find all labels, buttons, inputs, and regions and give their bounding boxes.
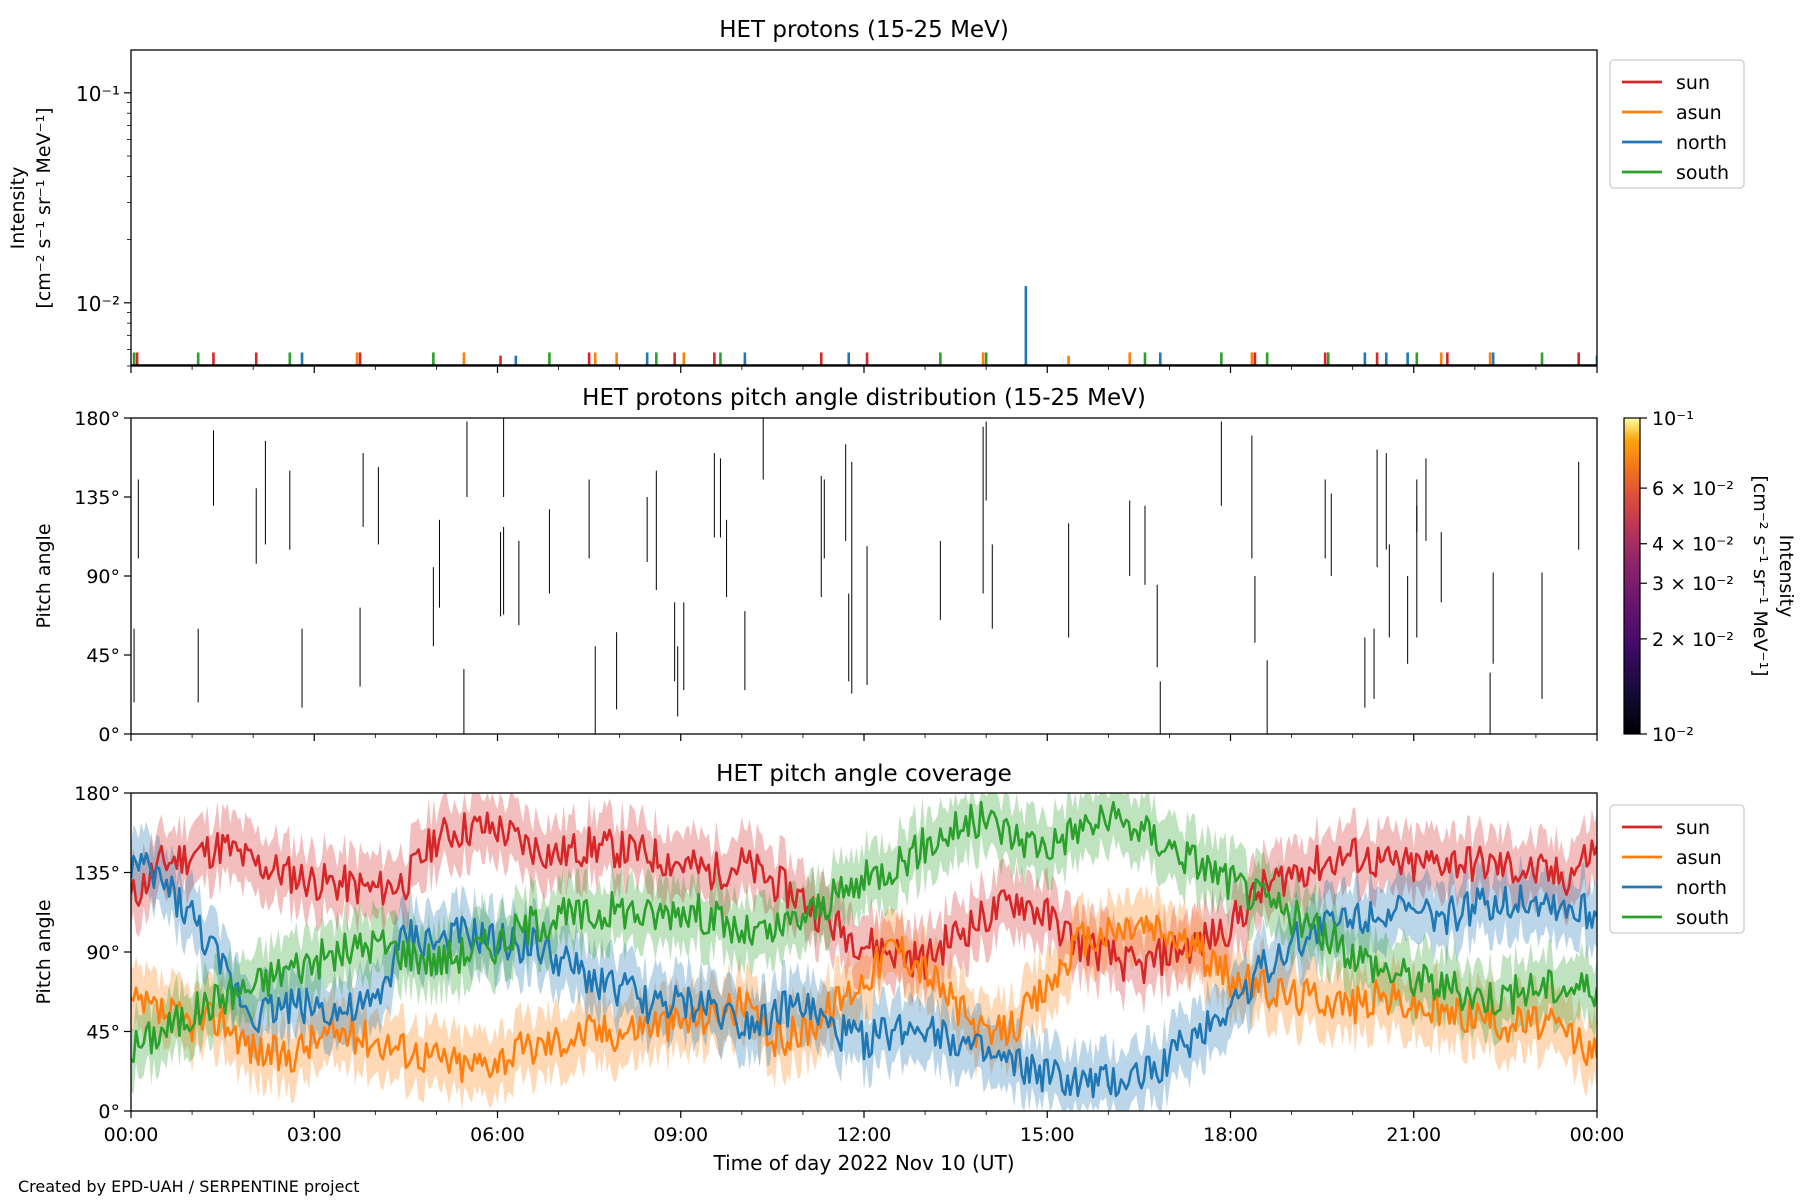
legend-label-sun: sun: [1676, 817, 1710, 839]
panel1-ylabel-line2: [cm⁻² s⁻¹ sr⁻¹ MeV⁻¹]: [33, 107, 55, 308]
panel1-yaxis: 10⁻¹ 10⁻²: [76, 82, 131, 367]
legend-label-north: north: [1676, 132, 1727, 154]
legend-box: [1609, 59, 1745, 189]
panel3-ylabel: Pitch angle: [33, 899, 55, 1004]
panel2-ylabel: Pitch angle: [33, 523, 55, 628]
colorbar-tick-label: 4 × 10⁻²: [1652, 534, 1734, 556]
colorbar-tick-label: 10⁻¹: [1652, 408, 1694, 430]
panel1-data: [131, 286, 1597, 366]
y-tick-label: 180°: [74, 783, 120, 805]
coverage-band-asun: [131, 884, 1597, 1111]
y-tick-label: 0°: [98, 1101, 120, 1123]
x-tick-label: 15:00: [1020, 1124, 1075, 1146]
x-tick-label: 18:00: [1203, 1124, 1258, 1146]
y-tick-label: 180°: [74, 408, 120, 430]
panel2-title: HET protons pitch angle distribution (15…: [582, 385, 1146, 411]
panel1-title: HET protons (15-25 MeV): [719, 17, 1009, 43]
colorbar-ticks: 10⁻² 2 × 10⁻² 3 × 10⁻² 4 × 10⁻² 6 × 10⁻² 10⁻¹: [1640, 408, 1734, 746]
panel2-yaxis: 0° 45° 90° 135° 180°: [74, 408, 131, 746]
y-tick-label: 135°: [74, 487, 120, 509]
panel-pitch-distribution: HET protons pitch angle distribution (15…: [33, 385, 1797, 746]
coverage-line-asun: [131, 914, 1597, 1083]
colorbar-label-line2: [cm⁻² s⁻¹ sr⁻¹ MeV⁻¹]: [1749, 475, 1771, 676]
colorbar: 10⁻² 2 × 10⁻² 3 × 10⁻² 4 × 10⁻² 6 × 10⁻² 10⁻¹…: [1623, 408, 1797, 746]
panel3-data: [131, 793, 1597, 1111]
legend-label-asun: asun: [1676, 847, 1722, 869]
coverage-line-north: [131, 851, 1597, 1099]
x-tick-label: 09:00: [653, 1124, 708, 1146]
y-tick-label: 90°: [86, 566, 120, 588]
panel2-background: [131, 418, 1597, 734]
x-tick-label: 00:00: [1570, 1124, 1625, 1146]
y-tick-label: 90°: [86, 942, 120, 964]
x-tick-label: 06:00: [470, 1124, 525, 1146]
coverage-line-south: [131, 800, 1597, 1064]
panel1-ylabel-line1: Intensity: [7, 167, 29, 250]
coverage-band-sun: [131, 793, 1597, 1015]
x-axis-label: Time of day 2022 Nov 10 (UT): [713, 1151, 1015, 1175]
x-tick-label: 00:00: [104, 1124, 159, 1146]
colorbar-tick-label: 3 × 10⁻²: [1652, 573, 1734, 595]
panel-pitch-coverage: HET pitch angle coverage 0° 45° 90° 135° 180…: [33, 761, 1745, 1175]
panel2-xaxis: [130, 734, 1598, 741]
colorbar-tick-label: 10⁻²: [1652, 724, 1694, 746]
panel2-data: [133, 418, 1597, 734]
legend-label-sun: sun: [1676, 72, 1710, 94]
legend-label-south: south: [1676, 162, 1729, 184]
y-tick-label: 10⁻¹: [76, 82, 120, 106]
panel3-title: HET pitch angle coverage: [716, 761, 1012, 787]
panel1-legend: sun asun north south: [1609, 59, 1745, 189]
footer-credit: Created by EPD-UAH / SERPENTINE project: [18, 1177, 360, 1196]
y-tick-label: 45°: [86, 645, 120, 667]
legend-label-north: north: [1676, 877, 1727, 899]
coverage-line-sun: [131, 811, 1597, 985]
y-tick-label: 0°: [98, 724, 120, 746]
panel3-yaxis: 0° 45° 90° 135° 180°: [74, 783, 131, 1123]
panel1-xaxis: [130, 366, 1598, 373]
colorbar-tick-label: 6 × 10⁻²: [1652, 478, 1734, 500]
legend-label-asun: asun: [1676, 102, 1722, 124]
y-tick-label: 10⁻²: [76, 292, 120, 316]
x-tick-label: 03:00: [287, 1124, 342, 1146]
legend-label-south: south: [1676, 907, 1729, 929]
panel3-legend: sun asun north south: [1609, 804, 1745, 934]
panel1-frame: [130, 49, 1598, 367]
legend-box: [1609, 804, 1745, 934]
y-tick-label: 45°: [86, 1022, 120, 1044]
colorbar-tick-label: 2 × 10⁻²: [1652, 629, 1734, 651]
colorbar-gradient: [1623, 417, 1641, 735]
panel3-xaxis: 00:00 03:00 06:00 09:00 12:00 15:00 18:00 21:00…: [104, 1111, 1625, 1146]
y-tick-label: 135°: [74, 863, 120, 885]
colorbar-label-line1: Intensity: [1775, 535, 1797, 618]
panel-intensity: HET protons (15-25 MeV) 10⁻¹ 10⁻² Intensi…: [7, 17, 1745, 373]
x-tick-label: 21:00: [1386, 1124, 1441, 1146]
x-tick-label: 12:00: [837, 1124, 892, 1146]
